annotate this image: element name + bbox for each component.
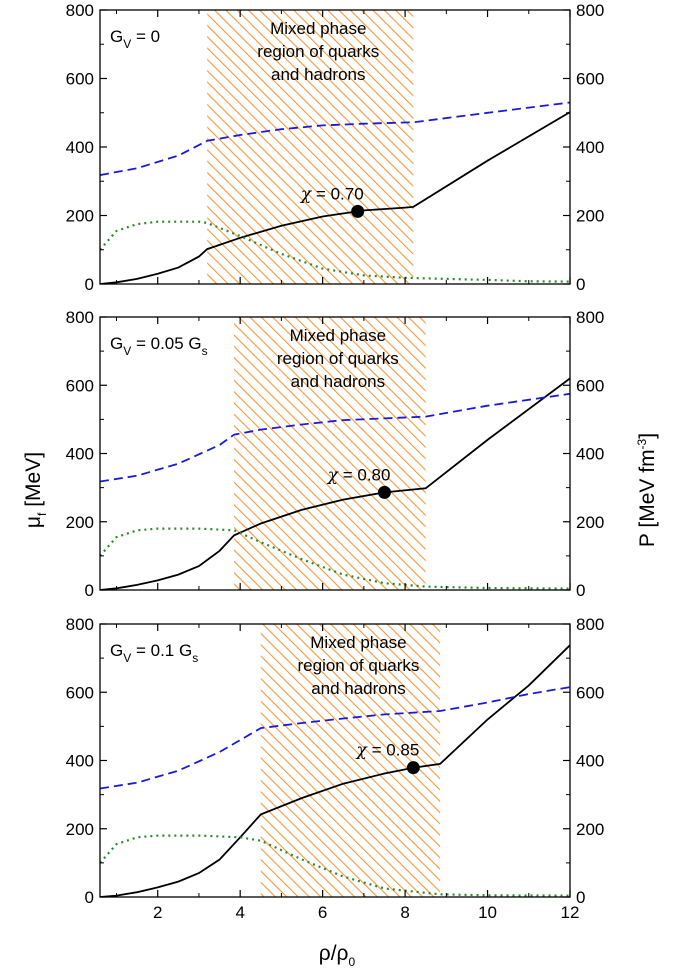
y-tick-label-left: 800 [66,308,94,327]
y-tick-label-left: 0 [85,275,94,294]
y-tick-label-right: 400 [576,752,604,771]
region-label-line: Mixed phase [290,326,386,345]
panel-label-value: = 0 [131,27,160,46]
chi-label: χ = 0.85 [356,741,420,761]
chi-label: χ = 0.70 [300,184,364,204]
y-tick-label-right: 200 [576,207,604,226]
panel-label-tail-sub: s [192,651,198,665]
left-axis-title: μf [MeV] [22,452,49,528]
y-tick-label-left: 600 [66,70,94,89]
panel-label-sub: V [123,344,131,358]
y-tick-label-left: 400 [66,752,94,771]
region-label-line: Mixed phase [270,19,366,38]
panel-label-g: G [110,27,123,46]
y-tick-label-left: 600 [66,683,94,702]
chi-symbol: χ [300,184,313,204]
panel-label-g: G [110,334,123,353]
chi-value: = 0.70 [311,184,363,203]
region-label-line: region of quarks [277,349,399,368]
y-tick-label-right: 800 [576,1,604,20]
panel-label-sub: V [123,37,131,51]
y-tick-label-right: 600 [576,683,604,702]
mixed-phase-region [233,317,426,590]
y-tick-label-left: 200 [66,820,94,839]
chi-value: = 0.80 [338,465,390,484]
y-tick-label-right: 600 [576,376,604,395]
panel-label: GV = 0.05 Gs [110,334,208,358]
y-tick-label-left: 800 [66,1,94,20]
series-line-dashed [100,392,570,483]
chi-label: χ = 0.80 [327,465,391,485]
series-line-dashed [100,101,570,176]
y-tick-label-right: 0 [576,581,585,600]
panel-3: χ = 0.85 Mixed phase region of quarks and h… [66,615,605,922]
y-tick-label-left: 200 [66,513,94,532]
panel-2: χ = 0.80 Mixed phase region of quarks and h… [66,308,605,600]
y-tick-label-right: 400 [576,445,604,464]
region-label-line: region of quarks [298,656,420,675]
x-axis-title: ρ/ρ0 [319,942,356,969]
y-tick-label-right: 600 [576,70,604,89]
panel-1: χ = 0.70 Mixed phase region of quarks and h… [66,1,605,294]
y-tick-label-right: 400 [576,138,604,157]
series-line-solid [100,111,570,284]
region-label-line: Mixed phase [310,633,406,652]
chi-marker [351,204,365,218]
series-line-dashed [100,686,570,790]
x-tick-label: 12 [561,903,580,922]
chi-marker [406,761,420,775]
chi-value: = 0.85 [367,741,419,760]
y-tick-label-right: 0 [576,275,585,294]
region-label-line: and hadrons [271,65,366,84]
y-tick-label-left: 0 [85,888,94,907]
panel-label-sub: V [123,651,131,665]
region-label-line: region of quarks [257,42,379,61]
y-tick-label-right: 800 [576,615,604,634]
x-tick-label: 4 [235,903,244,922]
x-tick-label: 2 [153,903,162,922]
panel-label-tail-sub: s [202,344,208,358]
x-tick-label: 8 [400,903,409,922]
y-tick-label-right: 0 [576,888,585,907]
chi-symbol: χ [327,465,340,485]
chi-marker [377,485,391,499]
y-tick-label-left: 400 [66,445,94,464]
series-line-solid [100,644,570,897]
y-tick-label-left: 0 [85,581,94,600]
panel-label: GV = 0.1 Gs [110,641,198,665]
panel-label: GV = 0 [110,27,160,51]
y-tick-label-right: 200 [576,513,604,532]
y-tick-label-left: 200 [66,207,94,226]
mixed-phase-region [260,624,441,897]
chi-symbol: χ [356,741,369,761]
panel-label-g: G [110,641,123,660]
y-tick-label-left: 800 [66,615,94,634]
region-label-line: and hadrons [291,372,386,391]
y-tick-label-right: 800 [576,308,604,327]
y-tick-label-left: 400 [66,138,94,157]
panels: χ = 0.70 Mixed phase region of quarks and h… [66,1,605,922]
y-tick-label-left: 600 [66,376,94,395]
panel-label-value: = 0.1 G [131,641,192,660]
series-line-solid [100,377,570,590]
right-axis-title: P [MeV fm-3] [635,433,659,547]
region-label-line: and hadrons [311,679,406,698]
panel-label-value: = 0.05 G [131,334,201,353]
y-tick-label-right: 200 [576,820,604,839]
x-tick-label: 6 [318,903,327,922]
x-tick-label: 10 [478,903,497,922]
